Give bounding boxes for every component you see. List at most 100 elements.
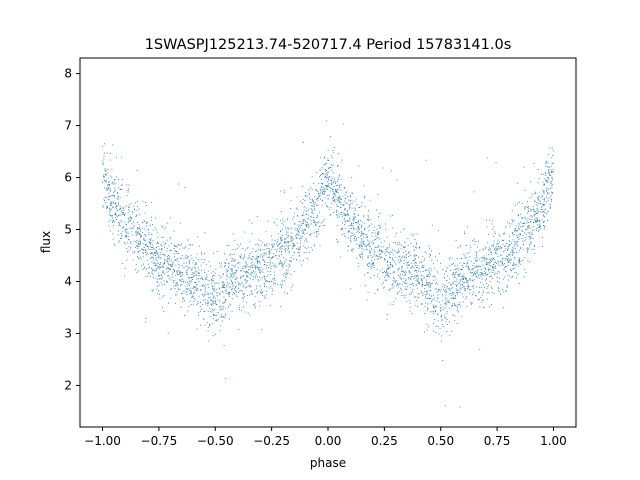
data-point xyxy=(324,193,325,195)
data-point xyxy=(463,278,465,279)
data-point xyxy=(433,330,435,332)
data-point xyxy=(526,234,528,236)
data-point xyxy=(307,209,309,211)
data-point xyxy=(515,277,517,279)
data-point xyxy=(256,292,258,294)
data-point xyxy=(166,268,168,270)
data-point xyxy=(192,267,194,269)
data-point xyxy=(416,267,418,268)
data-point xyxy=(298,225,300,227)
data-point xyxy=(252,261,254,263)
data-point xyxy=(417,278,419,279)
data-point xyxy=(317,205,319,206)
data-point xyxy=(192,304,194,306)
data-point xyxy=(487,274,489,276)
data-point xyxy=(105,169,107,171)
data-point xyxy=(142,200,144,202)
data-point xyxy=(473,267,475,269)
data-point xyxy=(363,249,365,251)
data-point xyxy=(539,219,541,221)
data-point xyxy=(224,265,226,266)
data-point xyxy=(344,213,346,215)
data-point xyxy=(195,289,197,291)
data-point xyxy=(193,275,195,277)
data-point xyxy=(395,298,397,300)
data-point xyxy=(530,181,532,183)
data-point xyxy=(327,158,329,160)
data-point xyxy=(352,225,354,226)
data-point xyxy=(222,286,224,288)
data-point xyxy=(491,245,493,247)
data-point xyxy=(367,291,369,293)
data-point xyxy=(293,258,295,260)
data-point xyxy=(429,254,431,256)
data-point xyxy=(487,263,489,265)
data-point xyxy=(320,187,322,189)
data-point xyxy=(321,174,323,175)
data-point xyxy=(311,188,313,190)
data-point xyxy=(467,226,468,228)
data-point xyxy=(365,233,367,235)
data-point xyxy=(480,286,482,288)
data-point xyxy=(201,308,202,310)
data-point xyxy=(529,233,531,235)
data-point xyxy=(115,202,117,204)
data-point xyxy=(480,281,482,283)
data-point xyxy=(443,273,445,275)
data-point xyxy=(410,284,412,286)
data-point xyxy=(104,197,106,199)
data-point xyxy=(518,215,520,217)
data-point xyxy=(151,273,153,274)
data-point xyxy=(242,292,244,294)
data-point xyxy=(377,258,379,260)
data-point xyxy=(366,265,368,266)
data-point xyxy=(286,265,287,267)
data-point xyxy=(356,243,358,245)
data-point xyxy=(185,271,187,273)
data-point xyxy=(204,299,206,301)
data-point xyxy=(332,191,334,193)
data-point xyxy=(478,258,480,260)
data-point xyxy=(302,235,303,237)
data-point xyxy=(469,278,471,280)
data-point xyxy=(107,185,109,187)
data-point xyxy=(170,297,172,299)
data-point xyxy=(151,247,153,249)
data-point xyxy=(443,276,445,278)
data-point xyxy=(378,245,380,247)
data-point xyxy=(489,268,491,270)
data-point xyxy=(165,259,167,261)
data-point xyxy=(531,241,533,243)
data-point xyxy=(389,257,390,258)
data-point xyxy=(221,287,223,288)
data-point xyxy=(472,291,474,293)
data-point xyxy=(469,256,471,258)
data-point xyxy=(190,293,192,295)
data-point xyxy=(279,248,281,250)
data-point xyxy=(203,295,205,297)
data-point xyxy=(353,220,355,222)
data-point xyxy=(161,248,163,249)
y-axis-label: flux xyxy=(39,231,53,253)
data-point xyxy=(145,317,147,319)
data-point xyxy=(525,237,527,238)
data-point xyxy=(186,273,188,275)
data-point xyxy=(484,272,486,274)
data-point xyxy=(417,281,418,282)
data-point xyxy=(291,240,293,242)
data-point xyxy=(155,263,157,265)
data-point xyxy=(427,274,429,276)
data-point xyxy=(475,266,477,268)
data-point xyxy=(298,231,300,233)
data-point xyxy=(121,212,123,214)
data-point xyxy=(540,209,542,210)
data-point xyxy=(346,191,348,193)
data-point xyxy=(216,304,218,306)
data-point xyxy=(401,268,403,270)
data-point xyxy=(186,257,188,259)
data-point xyxy=(281,236,283,238)
data-point xyxy=(253,263,255,265)
data-point xyxy=(238,262,240,264)
data-point xyxy=(537,211,539,212)
data-point xyxy=(108,187,110,189)
